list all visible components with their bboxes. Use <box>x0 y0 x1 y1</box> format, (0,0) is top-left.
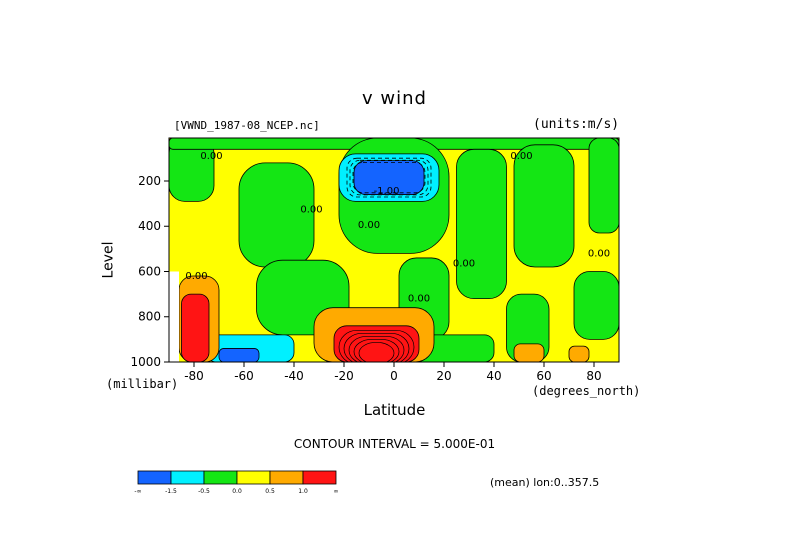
x-tick-label: 60 <box>536 369 551 383</box>
x-tick-label: -20 <box>334 369 354 383</box>
contour-label-8: 0.00 <box>185 271 207 282</box>
plot-area: 0.00 0.00 0.00 -1.00 0.00 0.00 0.00 0.00 0.00 <box>169 138 619 362</box>
colorbar-label-5: 1.0 <box>298 488 308 495</box>
jet-contour-1 <box>349 159 429 196</box>
jet-contour-2 <box>352 162 426 194</box>
red-max-contour-3 <box>353 338 400 362</box>
colorbar-swatch-2 <box>203 470 238 485</box>
region-blue-16 <box>218 348 260 362</box>
red-max-contour-4 <box>358 341 395 362</box>
region-orange-19 <box>513 343 545 362</box>
colorbar-label-3: 0.0 <box>232 488 242 495</box>
x-axis-title: Latitude <box>363 401 426 419</box>
x-tick-label: 0 <box>390 369 398 383</box>
contour-label-7: 0.00 <box>588 248 610 259</box>
contour-label-4: 0.00 <box>510 151 532 162</box>
region-green-12 <box>573 271 619 340</box>
y-axis-units: (millibar) <box>106 377 179 391</box>
contour-interval-text: CONTOUR INTERVAL = 5.000E-01 <box>293 437 496 451</box>
red-max-contour-0 <box>338 329 415 362</box>
colorbar-swatch-0 <box>137 470 172 485</box>
region-green-11 <box>588 138 619 234</box>
y-tick-label: 200 <box>138 174 161 188</box>
units-label: (units:m/s) <box>533 117 620 132</box>
region-orange-20 <box>568 345 590 362</box>
red-max-contour-1 <box>343 332 410 362</box>
red-max-contour-2 <box>348 335 405 362</box>
region-white-23 <box>169 271 179 362</box>
colorbar-legend: -∞ -1.5 -0.5 0.0 0.5 1.0 ∞ <box>134 470 339 495</box>
region-green-8 <box>456 148 507 300</box>
x-tick-label: -40 <box>284 369 304 383</box>
dataset-label: [VWND_1987-08_NCEP.nc] <box>174 119 320 132</box>
colorbar-label-4: 0.5 <box>265 488 275 495</box>
x-tick-label: 40 <box>486 369 501 383</box>
mean-longitude-text: (mean) lon:0..357.5 <box>490 476 600 489</box>
axes: -80 -60 -40 -20 0 20 40 60 80 200 400 600 800 1000 <box>130 137 620 383</box>
contour-label-1: 0.00 <box>300 204 322 215</box>
region-green-9 <box>513 144 575 268</box>
colorbar-label-6: ∞ <box>334 488 339 495</box>
colorbar-label-0: -∞ <box>134 488 141 495</box>
chart-title: v wind <box>362 88 427 109</box>
y-tick-label: 1000 <box>130 355 161 369</box>
contour-label-3: -1.00 <box>374 186 400 197</box>
colorbar-swatch-4 <box>269 470 304 485</box>
colorbar-label-1: -1.5 <box>165 488 177 495</box>
contour-label-0: 0.00 <box>200 151 222 162</box>
jet-contour-0 <box>346 157 432 198</box>
colorbar-swatch-3 <box>236 470 271 485</box>
x-tick-label: 20 <box>436 369 451 383</box>
contour-label-5: 0.00 <box>453 259 475 270</box>
y-tick-label: 600 <box>138 264 161 278</box>
colorbar-swatch-5 <box>302 470 337 485</box>
contour-label-6: 0.00 <box>408 294 430 305</box>
x-tick-label: -80 <box>184 369 204 383</box>
x-axis-units: (degrees_north) <box>532 384 641 398</box>
colorbar-label-2: -0.5 <box>198 488 210 495</box>
y-tick-label: 400 <box>138 219 161 233</box>
region-red-21 <box>181 293 210 362</box>
x-tick-label: 80 <box>586 369 601 383</box>
x-tick-label: -60 <box>234 369 254 383</box>
contour-label-2: 0.00 <box>358 220 380 231</box>
colorbar-swatch-1 <box>170 470 205 485</box>
region-green-1 <box>169 138 215 202</box>
y-tick-label: 800 <box>138 310 161 324</box>
